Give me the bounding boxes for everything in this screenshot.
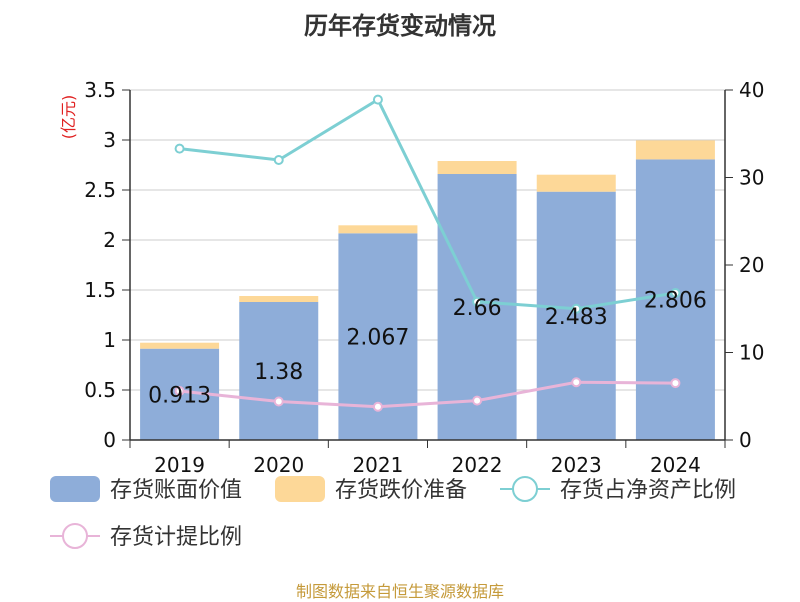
left-tick-label: 0 [103, 428, 116, 452]
line-net-asset-ratio [179, 97, 676, 311]
data-label: 2.66 [453, 296, 502, 321]
data-label: 2.483 [545, 305, 608, 330]
left-tick-label: 1.5 [84, 278, 116, 302]
left-tick-label: 3 [103, 128, 116, 152]
bar-impairment-reserve [140, 342, 220, 349]
point-net-asset-ratio [670, 288, 681, 298]
right-tick-label: 10 [739, 341, 764, 365]
legend-swatch [50, 476, 100, 502]
legend-item: 存货占净资产比例 [500, 476, 736, 503]
legend-label: 存货跌价准备 [335, 478, 467, 503]
chart-title: 历年存货变动情况 [304, 12, 496, 40]
axes: 0 0.5 1 1.5 2 2.5 3 3.5 0 10 20 30 40 (亿元) 2019 2020 202… [59, 78, 764, 477]
bar-impairment-reserve [239, 296, 319, 302]
x-tick-label: 2023 [551, 453, 602, 477]
legend-item: 存货计提比例 [50, 523, 242, 550]
bar-book-value [239, 302, 319, 440]
line-provision-ratio [179, 380, 676, 409]
legend-marker [512, 476, 538, 502]
left-tick-label: 1 [103, 328, 116, 352]
legend-swatch [275, 476, 325, 502]
point-provision-ratio [571, 377, 582, 388]
left-tick-label: 2.5 [84, 178, 116, 202]
point-net-asset-ratio [174, 143, 185, 154]
right-tick-label: 0 [739, 428, 752, 452]
x-tick-label: 2021 [352, 453, 403, 477]
bar-impairment-reserve [338, 225, 418, 234]
right-tick-label: 20 [739, 253, 764, 277]
lines [174, 94, 681, 412]
right-tick-label: 40 [739, 78, 764, 102]
point-provision-ratio [472, 395, 483, 406]
bar-book-value [635, 159, 715, 440]
data-label: 0.913 [148, 383, 211, 408]
legend-item: 存货跌价准备 [275, 476, 467, 503]
point-net-asset-ratio [472, 296, 483, 307]
point-provision-ratio [372, 401, 383, 412]
left-tick-label: 3.5 [84, 78, 116, 102]
legend-label: 存货账面价值 [110, 478, 242, 503]
legend-item: 存货账面价值 [50, 476, 242, 503]
point-provision-ratio [273, 396, 284, 407]
point-provision-ratio [670, 378, 681, 389]
x-tick-label: 2024 [650, 453, 701, 477]
x-tick-label: 2020 [253, 453, 304, 477]
left-axis-unit: (亿元) [59, 95, 78, 140]
source-note: 制图数据来自恒生聚源数据库 [295, 582, 504, 601]
left-tick-label: 0.5 [84, 378, 116, 402]
data-labels: 0.913 1.38 2.067 2.66 2.483 2.806 [148, 289, 707, 409]
right-tick-label: 30 [739, 166, 764, 190]
legend-label: 存货计提比例 [110, 525, 242, 550]
point-net-asset-ratio [273, 155, 284, 165]
point-provision-ratio [174, 386, 185, 396]
data-label: 2.806 [644, 289, 707, 314]
bar-impairment-reserve [437, 161, 517, 174]
point-net-asset-ratio [571, 303, 582, 314]
data-label: 1.38 [254, 360, 303, 385]
data-label: 2.067 [346, 326, 409, 351]
x-tick-label: 2022 [452, 453, 503, 477]
bar-impairment-reserve [635, 140, 715, 160]
grid-lines [130, 89, 725, 391]
left-tick-label: 2 [103, 228, 116, 252]
point-net-asset-ratio [372, 94, 383, 105]
legend-label: 存货占净资产比例 [560, 478, 736, 503]
bar-impairment-reserve [536, 174, 616, 192]
legend-marker [62, 523, 88, 549]
x-tick-label: 2019 [154, 453, 205, 477]
bar-book-value [536, 191, 616, 440]
